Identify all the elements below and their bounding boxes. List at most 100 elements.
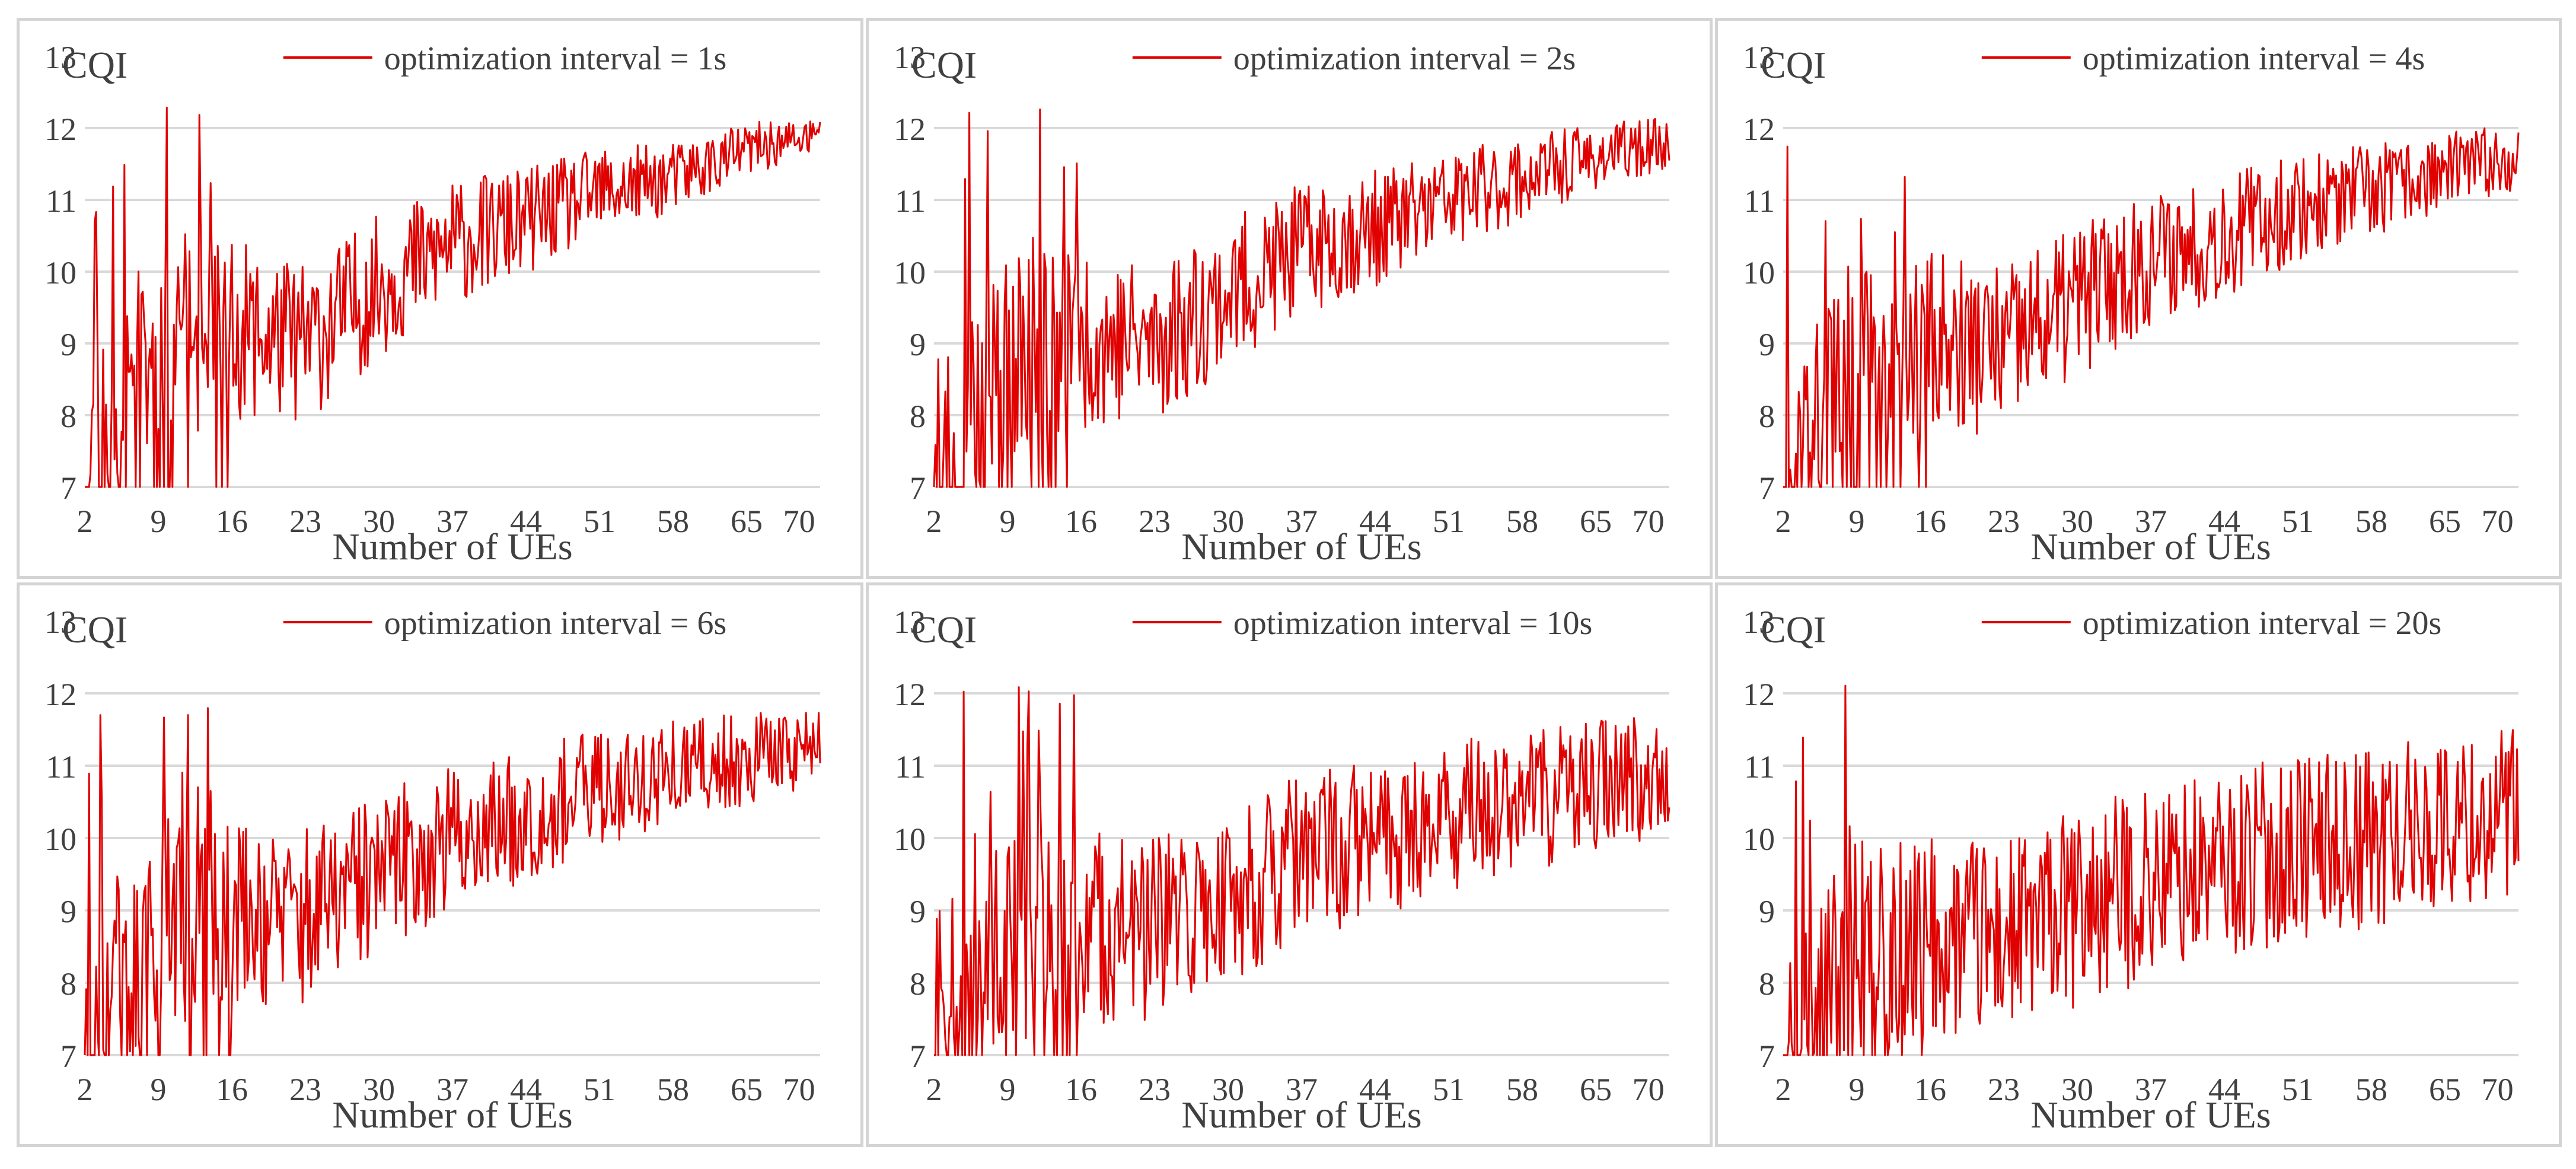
x-tick-label: 51 <box>2282 1072 2314 1107</box>
x-tick-label: 58 <box>2355 1072 2387 1107</box>
x-tick-label: 58 <box>657 1072 689 1107</box>
y-axis-title: CQI <box>62 609 127 651</box>
x-axis-title: Number of UEs <box>2030 525 2271 568</box>
y-tick-label: 10 <box>1743 255 1775 291</box>
y-tick-label: 11 <box>46 183 76 219</box>
series-line <box>933 109 1670 488</box>
chart-1-svg: 7 8 9 10 11 12 13 2 9 16 23 30 37 44 51 58 65 70 Number of… <box>44 40 821 568</box>
legend-label: optimization interval = 4s <box>2083 40 2425 77</box>
x-axis-title: Number of UEs <box>332 1094 572 1136</box>
y-tick-label: 13 <box>894 40 926 75</box>
series-line <box>1783 684 2520 1056</box>
x-axis-title: Number of UEs <box>1181 1094 1421 1136</box>
x-tick-label: 37 <box>1286 1072 1318 1107</box>
x-tick-label: 37 <box>2135 1072 2167 1107</box>
y-tick-label: 10 <box>894 821 926 857</box>
x-tick-label: 65 <box>1580 1072 1612 1107</box>
x-tick-label: 16 <box>216 504 248 539</box>
x-tick-label: 58 <box>1506 504 1538 539</box>
x-tick-label: 16 <box>1065 504 1097 539</box>
legend-label: optimization interval = 6s <box>384 605 726 642</box>
y-tick-label: 8 <box>60 966 76 1002</box>
x-tick-label: 37 <box>2135 504 2167 539</box>
x-tick-label: 70 <box>1633 504 1665 539</box>
x-tick-label: 65 <box>2429 1072 2461 1107</box>
series-line <box>85 106 821 488</box>
y-tick-label: 11 <box>895 183 926 219</box>
x-tick-label: 9 <box>1849 504 1865 539</box>
y-tick-label: 10 <box>894 255 926 291</box>
y-tick-label: 12 <box>1743 112 1775 147</box>
x-tick-label: 65 <box>731 504 763 539</box>
x-axis-title: Number of UEs <box>1181 525 1421 568</box>
x-tick-label: 44 <box>1359 1072 1391 1107</box>
x-tick-label: 70 <box>783 504 815 539</box>
y-tick-label: 9 <box>910 894 926 929</box>
x-tick-label: 58 <box>2355 504 2387 539</box>
x-tick-label: 30 <box>2061 1072 2093 1107</box>
y-tick-label: 13 <box>44 604 76 640</box>
y-tick-label: 11 <box>46 749 76 785</box>
x-tick-label: 2 <box>1775 1072 1791 1107</box>
y-tick-label: 7 <box>910 1039 926 1074</box>
y-tick-label: 8 <box>910 966 926 1002</box>
x-tick-label: 44 <box>1359 504 1391 539</box>
x-tick-label: 16 <box>1914 504 1946 539</box>
x-tick-label: 16 <box>1065 1072 1097 1107</box>
chart-panel-4: 7 8 9 10 11 12 13 2 9 16 23 30 37 44 51 58 65 70 Number of… <box>17 582 863 1147</box>
chart-6-svg: 7 8 9 10 11 12 13 2 9 16 23 30 37 44 51 58 65 70 Number of… <box>1743 604 2520 1136</box>
y-tick-label: 12 <box>44 112 76 147</box>
x-tick-label: 58 <box>1506 1072 1538 1107</box>
x-tick-label: 37 <box>436 1072 468 1107</box>
y-tick-label: 10 <box>44 821 76 857</box>
x-tick-label: 9 <box>151 504 167 539</box>
y-tick-label: 7 <box>910 470 926 506</box>
x-tick-label: 30 <box>363 1072 395 1107</box>
y-tick-label: 7 <box>1759 1039 1775 1074</box>
x-tick-label: 9 <box>1000 504 1016 539</box>
x-tick-label: 58 <box>657 504 689 539</box>
y-axis-title: CQI <box>911 609 977 651</box>
x-tick-label: 16 <box>216 1072 248 1107</box>
x-tick-label: 44 <box>2208 1072 2240 1107</box>
chart-5-svg: 7 8 9 10 11 12 13 2 9 16 23 30 37 44 51 58 65 70 Number of… <box>894 604 1670 1136</box>
legend-label: optimization interval = 20s <box>2083 605 2441 642</box>
y-tick-label: 10 <box>1743 821 1775 857</box>
chart-panel-1: 7 8 9 10 11 12 13 2 9 16 23 30 37 44 51 58 65 70 Number of… <box>17 18 863 579</box>
y-tick-label: 9 <box>60 327 76 362</box>
x-tick-label: 51 <box>1433 1072 1465 1107</box>
x-tick-label: 37 <box>436 504 468 539</box>
y-tick-label: 13 <box>1743 40 1775 75</box>
x-tick-label: 65 <box>731 1072 763 1107</box>
y-tick-label: 7 <box>60 470 76 506</box>
y-axis-title: CQI <box>1761 44 1826 86</box>
chart-4-svg: 7 8 9 10 11 12 13 2 9 16 23 30 37 44 51 58 65 70 Number of… <box>44 604 821 1136</box>
x-tick-label: 65 <box>2429 504 2461 539</box>
x-tick-label: 23 <box>1988 1072 2020 1107</box>
legend-label: optimization interval = 1s <box>384 40 726 77</box>
x-tick-label: 2 <box>77 504 93 539</box>
chart-panel-3: 7 8 9 10 11 12 13 2 9 16 23 30 37 44 51 58 65 70 Number of… <box>1715 18 2562 579</box>
y-tick-label: 9 <box>1759 894 1775 929</box>
x-tick-label: 51 <box>2282 504 2314 539</box>
x-tick-label: 23 <box>289 504 321 539</box>
chart-panel-5: 7 8 9 10 11 12 13 2 9 16 23 30 37 44 51 58 65 70 Number of… <box>866 582 1713 1147</box>
x-axis-title: Number of UEs <box>332 525 572 568</box>
y-tick-label: 11 <box>895 749 926 785</box>
x-tick-label: 30 <box>2061 504 2093 539</box>
y-tick-label: 8 <box>1759 966 1775 1002</box>
chart-panel-2: 7 8 9 10 11 12 13 2 9 16 23 30 37 44 51 58 65 70 Number of… <box>866 18 1713 579</box>
y-axis-title: CQI <box>911 44 977 86</box>
x-tick-label: 70 <box>783 1072 815 1107</box>
series-line <box>84 707 821 1056</box>
x-tick-label: 23 <box>289 1072 321 1107</box>
x-tick-label: 2 <box>926 504 942 539</box>
y-tick-label: 8 <box>910 399 926 434</box>
x-tick-label: 51 <box>584 504 616 539</box>
y-tick-label: 13 <box>1743 604 1775 640</box>
y-tick-label: 7 <box>1759 470 1775 506</box>
x-tick-label: 9 <box>1849 1072 1865 1107</box>
x-tick-label: 2 <box>926 1072 942 1107</box>
x-tick-label: 23 <box>1139 1072 1171 1107</box>
x-tick-label: 23 <box>1988 504 2020 539</box>
